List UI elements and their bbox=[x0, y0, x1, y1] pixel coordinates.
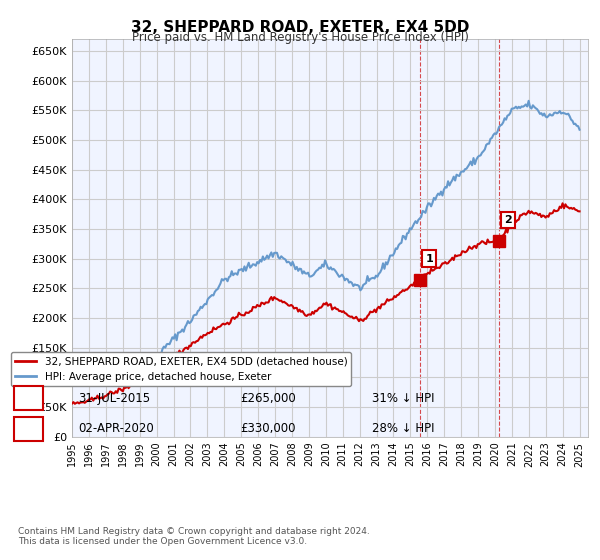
Text: Contains HM Land Registry data © Crown copyright and database right 2024.
This d: Contains HM Land Registry data © Crown c… bbox=[18, 526, 370, 546]
Text: 32, SHEPPARD ROAD, EXETER, EX4 5DD: 32, SHEPPARD ROAD, EXETER, EX4 5DD bbox=[131, 20, 469, 35]
Text: 02-APR-2020: 02-APR-2020 bbox=[78, 422, 154, 436]
Text: £330,000: £330,000 bbox=[240, 422, 296, 436]
Text: 31% ↓ HPI: 31% ↓ HPI bbox=[372, 391, 434, 405]
Text: £265,000: £265,000 bbox=[240, 391, 296, 405]
Text: 2: 2 bbox=[504, 215, 512, 225]
Text: 28% ↓ HPI: 28% ↓ HPI bbox=[372, 422, 434, 436]
Text: 1: 1 bbox=[425, 254, 433, 264]
Legend: 32, SHEPPARD ROAD, EXETER, EX4 5DD (detached house), HPI: Average price, detache: 32, SHEPPARD ROAD, EXETER, EX4 5DD (deta… bbox=[11, 352, 352, 386]
Text: 1: 1 bbox=[25, 391, 33, 405]
Text: 2: 2 bbox=[25, 422, 33, 436]
Text: Price paid vs. HM Land Registry's House Price Index (HPI): Price paid vs. HM Land Registry's House … bbox=[131, 31, 469, 44]
Text: 31-JUL-2015: 31-JUL-2015 bbox=[78, 391, 150, 405]
